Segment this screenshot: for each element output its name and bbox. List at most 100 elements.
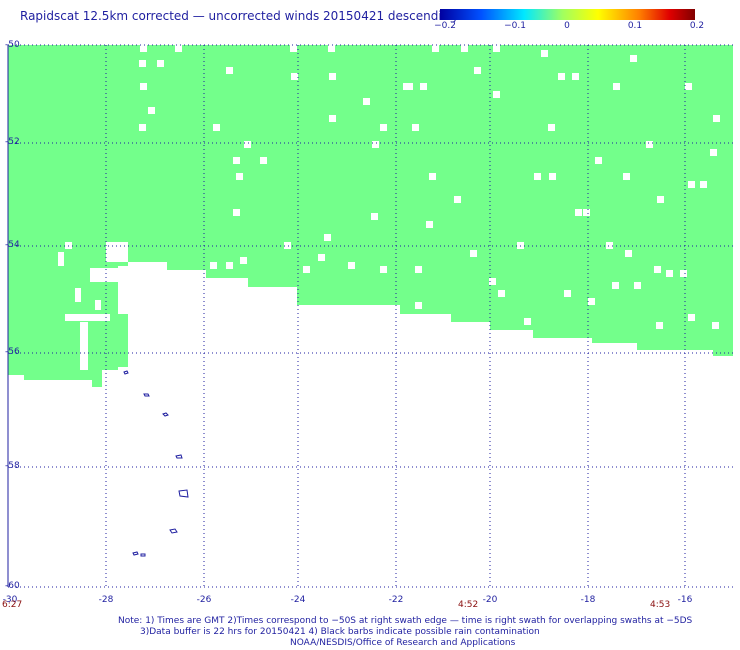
missing-data-cell bbox=[623, 173, 630, 180]
missing-data-cell bbox=[595, 157, 602, 164]
missing-data-cell bbox=[713, 115, 720, 122]
missing-data-cell bbox=[175, 45, 182, 52]
island-outline bbox=[162, 412, 169, 417]
missing-data-cell bbox=[588, 298, 595, 305]
colorbar-label-neg-0.2: −0.2 bbox=[434, 21, 456, 31]
missing-data-cell bbox=[406, 83, 413, 90]
missing-data-cell bbox=[680, 270, 687, 277]
swath-fill bbox=[8, 45, 733, 387]
missing-data-cell bbox=[303, 266, 310, 273]
missing-data-cell bbox=[371, 213, 378, 220]
missing-data-cell bbox=[688, 181, 695, 188]
missing-data-cell bbox=[489, 278, 496, 285]
footnote-credit: NOAA/NESDIS/Office of Research and Appli… bbox=[290, 638, 516, 648]
missing-data-cell bbox=[139, 124, 146, 131]
missing-data-cell bbox=[606, 242, 613, 249]
missing-data-cell bbox=[541, 50, 548, 57]
missing-data-cell bbox=[426, 221, 433, 228]
missing-data-cell bbox=[140, 83, 147, 90]
missing-data-cell bbox=[139, 60, 146, 67]
swath-gaps bbox=[8, 242, 128, 387]
missing-data-cell bbox=[260, 157, 267, 164]
missing-data-cell bbox=[157, 60, 164, 67]
missing-data-cell bbox=[363, 98, 370, 105]
map-title: Rapidscat 12.5km corrected — uncorrected… bbox=[20, 9, 457, 23]
missing-data-cell bbox=[380, 266, 387, 273]
lon-label-24: -24 bbox=[290, 595, 306, 605]
missing-data-cell bbox=[140, 45, 147, 52]
missing-data-cell bbox=[213, 124, 220, 131]
missing-data-cell bbox=[372, 141, 379, 148]
missing-data-cell bbox=[474, 67, 481, 74]
lon-label-22: -22 bbox=[388, 595, 404, 605]
missing-data-cell bbox=[564, 290, 571, 297]
lon-label-30: -30 bbox=[2, 595, 18, 605]
lat-label-56: -56 bbox=[5, 347, 20, 357]
missing-data-cell bbox=[244, 141, 251, 148]
colorbar-label-0.1: 0.1 bbox=[627, 21, 643, 31]
missing-data-cell bbox=[493, 91, 500, 98]
lat-label-60: -60 bbox=[5, 581, 20, 591]
time-label: 4:53 bbox=[650, 600, 671, 610]
colorbar-label-0: 0 bbox=[564, 21, 570, 31]
missing-data-cell bbox=[646, 141, 653, 148]
missing-data-cell bbox=[700, 181, 707, 188]
island-outline bbox=[123, 370, 129, 375]
island-outline bbox=[178, 489, 189, 498]
lon-label-26: -26 bbox=[196, 595, 212, 605]
missing-data-cell bbox=[656, 322, 663, 329]
time-label: 4:52 bbox=[458, 600, 479, 610]
missing-data-cell bbox=[233, 157, 240, 164]
missing-data-cell bbox=[548, 124, 555, 131]
missing-data-cell bbox=[613, 83, 620, 90]
lon-label-18: -18 bbox=[580, 595, 596, 605]
missing-data-cell bbox=[634, 282, 641, 289]
missing-data-cell bbox=[329, 115, 336, 122]
colorbar-label-neg-0.1: −0.1 bbox=[504, 21, 526, 31]
missing-data-cell bbox=[524, 318, 531, 325]
missing-data-cell bbox=[470, 250, 477, 257]
missing-data-cell bbox=[454, 196, 461, 203]
footnote-line-2: 3)Data buffer is 22 hrs for 20150421 4) … bbox=[140, 627, 540, 637]
lon-label-20: -20 bbox=[482, 595, 498, 605]
missing-data-cell bbox=[612, 282, 619, 289]
missing-data-cell bbox=[412, 124, 419, 131]
missing-data-cell bbox=[558, 73, 565, 80]
missing-data-cell bbox=[415, 266, 422, 273]
missing-data-cell bbox=[688, 314, 695, 321]
island-outline bbox=[175, 454, 183, 459]
missing-data-cell bbox=[236, 173, 243, 180]
lon-label-28: -28 bbox=[98, 595, 114, 605]
lon-label-16: -16 bbox=[677, 595, 693, 605]
missing-data-cell bbox=[572, 73, 579, 80]
missing-data-cell bbox=[318, 254, 325, 261]
missing-data-cell bbox=[549, 173, 556, 180]
missing-data-cell bbox=[420, 83, 427, 90]
missing-data-cell bbox=[291, 73, 298, 80]
missing-data-cell bbox=[625, 250, 632, 257]
missing-data-cell bbox=[380, 124, 387, 131]
missing-data-cell bbox=[290, 45, 297, 52]
missing-data-cell bbox=[657, 196, 664, 203]
missing-data-cell bbox=[329, 73, 336, 80]
colorbar-scale bbox=[440, 9, 695, 20]
grid-lines bbox=[8, 44, 733, 588]
missing-data-cell bbox=[498, 290, 505, 297]
missing-data-cell bbox=[630, 55, 637, 62]
missing-data-cell bbox=[575, 209, 582, 216]
lat-label-50: -50 bbox=[5, 40, 20, 50]
missing-data-cell bbox=[461, 45, 468, 52]
missing-data-cell bbox=[328, 45, 335, 52]
footnote-line-1: Note: 1) Times are GMT 2)Times correspon… bbox=[118, 616, 693, 626]
island-outline bbox=[140, 553, 146, 557]
missing-data-cell bbox=[710, 149, 717, 156]
colorbar-label-0.2: 0.2 bbox=[689, 21, 705, 31]
missing-data-cell bbox=[429, 173, 436, 180]
missing-data-cell bbox=[666, 270, 673, 277]
missing-data-cell bbox=[534, 173, 541, 180]
island-outline bbox=[132, 551, 139, 556]
missing-data-cell bbox=[654, 266, 661, 273]
missing-data-cell bbox=[284, 242, 291, 249]
missing-data-cell bbox=[348, 262, 355, 269]
